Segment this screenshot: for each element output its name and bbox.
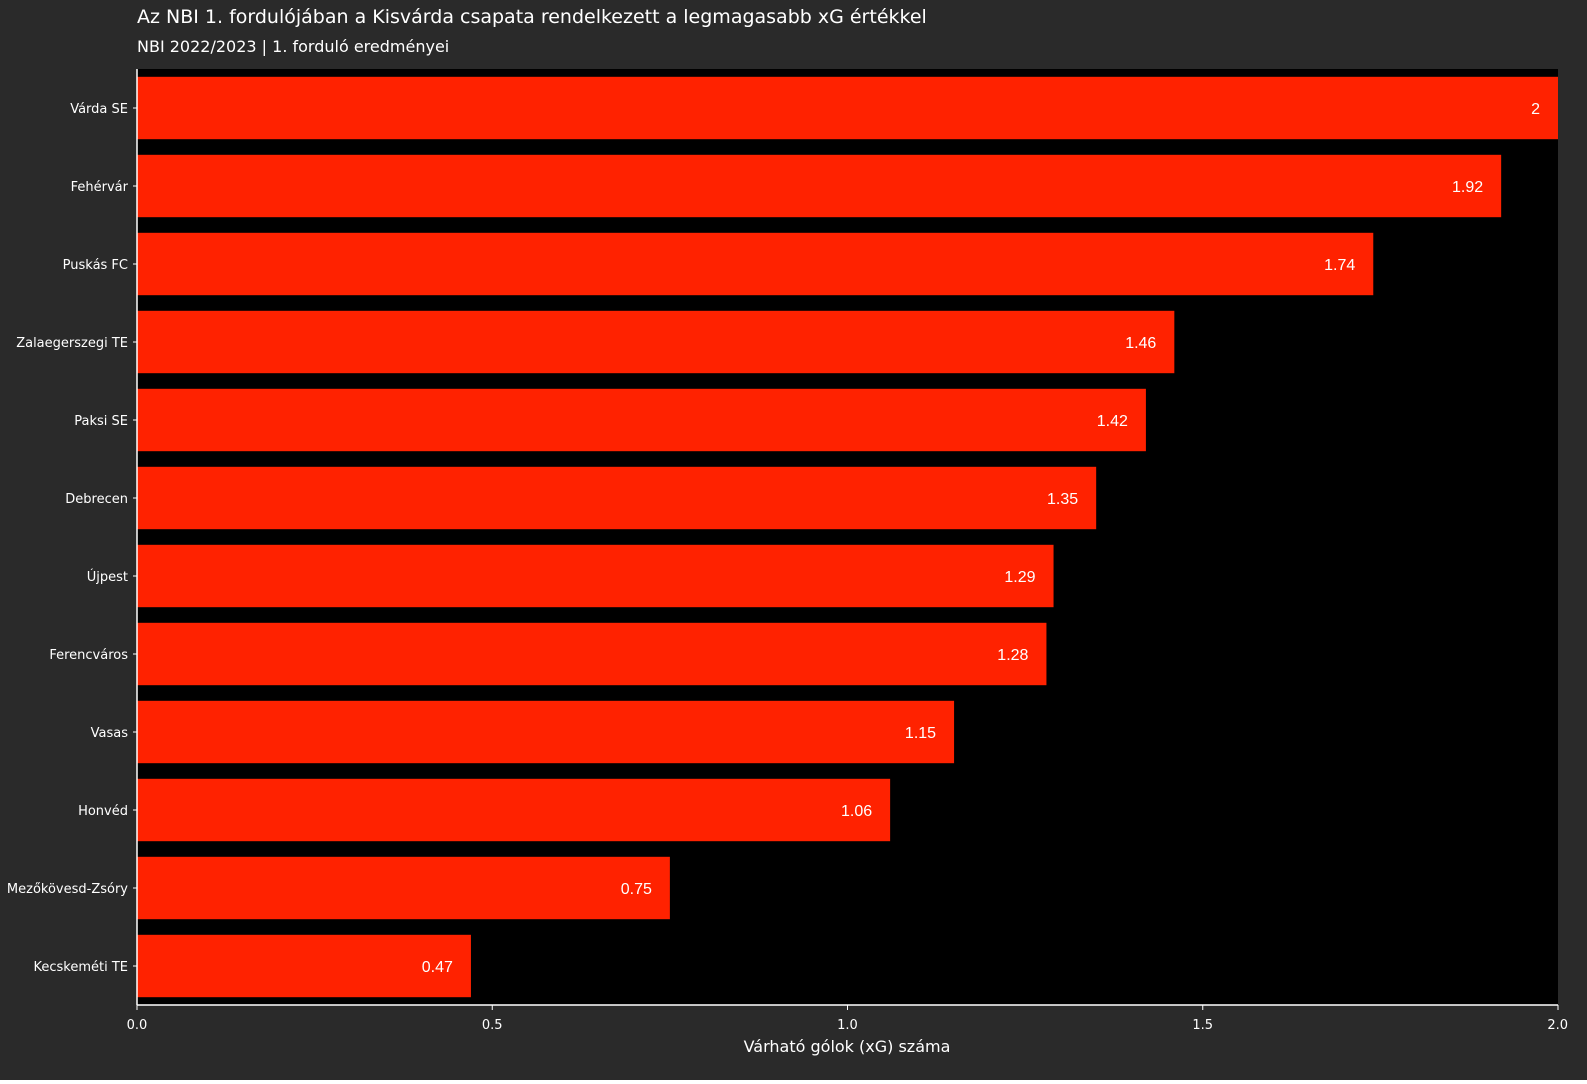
bar: [137, 856, 670, 920]
y-tick-label: Zalaegerszegi TE: [16, 336, 128, 351]
y-tick-label: Honvéd: [78, 804, 128, 819]
bar: [137, 232, 1374, 296]
y-tick-label: Kecskeméti TE: [33, 960, 128, 975]
y-tick-label: Várda SE: [70, 102, 128, 117]
bar-value-label: 1.28: [997, 647, 1028, 664]
x-axis-label: Várható gólok (xG) száma: [743, 1037, 951, 1056]
bar-value-label: 1.35: [1047, 491, 1078, 508]
bar: [137, 778, 891, 842]
bar-value-label: 2: [1531, 101, 1540, 118]
y-tick-label: Puskás FC: [63, 258, 128, 273]
x-tick-label: 0.0: [127, 1018, 148, 1033]
x-tick-label: 2.0: [1547, 1018, 1568, 1033]
bar: [137, 388, 1146, 452]
y-tick-label: Vasas: [91, 726, 129, 741]
bar-value-label: 1.29: [1004, 569, 1035, 586]
y-tick-label: Paksi SE: [74, 414, 128, 429]
bar: [137, 544, 1054, 608]
bar-value-label: 0.47: [422, 959, 453, 976]
bar: [137, 310, 1175, 374]
bar-value-label: 1.06: [841, 803, 872, 820]
x-tick-label: 1.0: [837, 1018, 858, 1033]
y-tick-label: Debrecen: [65, 492, 128, 507]
bar: [137, 622, 1047, 686]
y-tick-label: Ferencváros: [49, 648, 128, 663]
bar: [137, 466, 1097, 530]
bar-value-label: 1.46: [1125, 335, 1156, 352]
x-tick-label: 1.5: [1192, 1018, 1213, 1033]
bar-value-label: 1.74: [1324, 257, 1355, 274]
x-tick-label: 0.5: [482, 1018, 503, 1033]
y-tick-label: Fehérvár: [71, 180, 129, 195]
bar: [137, 76, 1558, 140]
bar-value-label: 0.75: [621, 881, 652, 898]
y-tick-label: Mezőkövesd-Zsóry: [7, 882, 128, 897]
chart-subtitle: NBI 2022/2023 | 1. forduló eredményei: [137, 37, 450, 56]
plot-panel: [137, 69, 1558, 1005]
bar-value-label: 1.42: [1097, 413, 1128, 430]
bar: [137, 934, 471, 998]
bar-value-label: 1.15: [905, 725, 936, 742]
bar-value-label: 1.92: [1452, 179, 1483, 196]
bar: [137, 154, 1502, 218]
bar: [137, 700, 955, 764]
y-tick-label: Újpest: [87, 569, 128, 585]
chart-title: Az NBI 1. fordulójában a Kisvárda csapat…: [137, 6, 927, 28]
